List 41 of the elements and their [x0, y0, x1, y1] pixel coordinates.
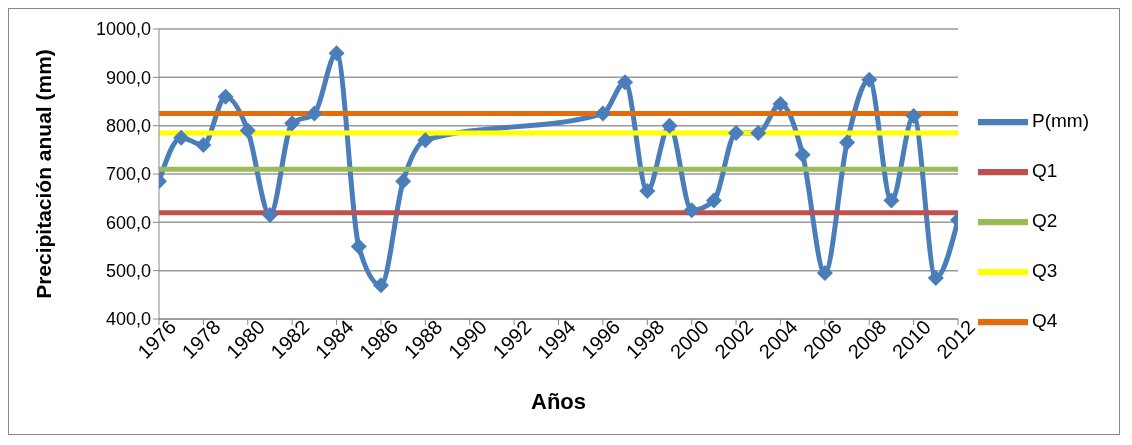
point: [750, 124, 767, 141]
point: [261, 207, 278, 224]
point: [661, 117, 678, 134]
point: [617, 74, 634, 91]
point: [728, 124, 745, 141]
point: [905, 108, 922, 124]
y-tick-label: 500,0: [105, 261, 151, 282]
point: [927, 269, 944, 286]
y-tick-label: 900,0: [105, 67, 151, 88]
point: [639, 182, 656, 199]
point: [705, 192, 722, 209]
point: [306, 105, 323, 122]
point: [239, 122, 256, 139]
point: [594, 105, 611, 122]
point: [395, 173, 412, 190]
point: [883, 192, 900, 209]
point: [350, 238, 367, 255]
point: [816, 265, 833, 282]
point: [839, 134, 856, 151]
point: [683, 202, 700, 219]
y-tick-label: 700,0: [105, 164, 151, 185]
y-axis-title: Precipitación anual (mm): [32, 49, 56, 299]
point: [217, 88, 234, 105]
point: [794, 146, 811, 163]
legend-label: Q4: [1032, 309, 1058, 331]
y-tick-label: 1000,0: [95, 19, 151, 40]
point: [284, 115, 301, 132]
y-tick-label: 800,0: [105, 116, 151, 137]
legend-label: Q3: [1032, 259, 1058, 281]
point: [328, 45, 345, 62]
point: [772, 95, 789, 112]
x-axis-title: Años: [531, 389, 587, 414]
point: [372, 277, 389, 294]
point: [173, 129, 190, 146]
legend-label: P(mm): [1032, 109, 1089, 131]
point: [417, 132, 434, 149]
y-tick-label: 600,0: [105, 212, 151, 233]
legend-label: Q1: [1032, 159, 1058, 181]
point: [861, 71, 878, 88]
legend-label: Q2: [1032, 209, 1058, 231]
point: [195, 137, 212, 153]
